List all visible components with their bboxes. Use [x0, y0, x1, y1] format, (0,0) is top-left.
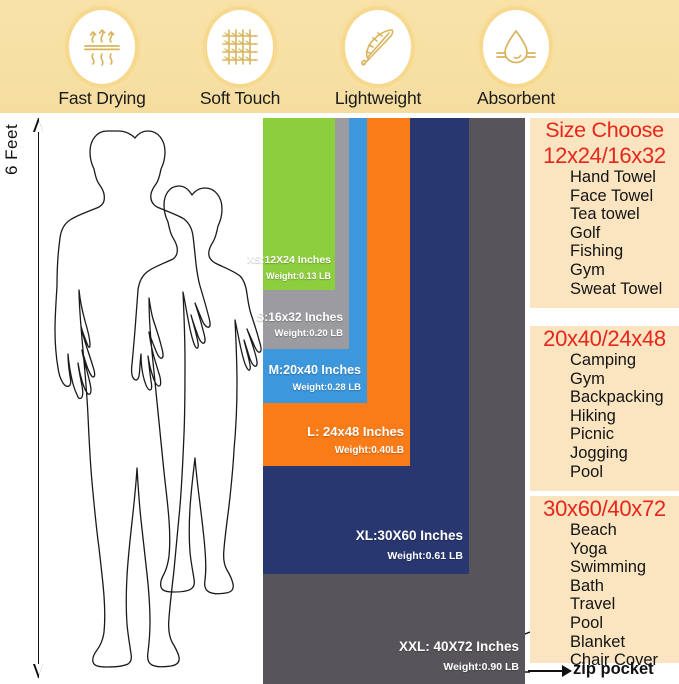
list-item: Jogging — [570, 443, 628, 462]
soft-touch-weave-icon — [203, 6, 277, 88]
panel-title: Size Choose — [545, 118, 664, 142]
list-item: Pool — [570, 462, 604, 481]
feature-header-band: Fast Drying Soft — [0, 0, 679, 113]
list-item: Backpacking — [570, 388, 664, 407]
size-rect-weight: Weight:0.61 LB — [387, 550, 463, 562]
feature-fast-drying: Fast Drying — [32, 2, 172, 113]
arrow-right-head — [562, 665, 572, 677]
fast-drying-icon — [65, 6, 139, 88]
panel-list: Camping Gym Backpacking Hiking Picnic Jo… — [530, 351, 679, 481]
list-item: Golf — [570, 223, 601, 242]
scale-label: 6 Feet — [2, 123, 21, 175]
arrow-right-icon — [528, 670, 568, 672]
panel-30x60-40x72: 30x60/40x72 Beach Yoga Swimming Bath Tra… — [530, 496, 679, 669]
panel-subtitle: 30x60/40x72 — [543, 496, 666, 521]
human-figures-group — [52, 118, 267, 680]
list-item: Chair Cover — [570, 651, 659, 670]
list-item: Yoga — [570, 539, 608, 558]
size-rect-label: XL:30X60 Inches — [355, 528, 463, 543]
feature-label: Fast Drying — [58, 88, 146, 108]
list-item: Gym — [570, 260, 605, 279]
water-droplet-icon — [479, 6, 553, 88]
feature-lightweight: Lightweight — [308, 2, 448, 113]
list-item: Hand Towel — [570, 168, 656, 186]
size-rect-weight: Weight:0.40LB — [334, 445, 404, 456]
panel-subtitle: 20x40/24x48 — [543, 326, 666, 351]
feature-absorbent: Absorbent — [446, 2, 586, 113]
size-rect-weight: Weight:0.13 LB — [266, 271, 331, 281]
panel-size-choose: Size Choose 12x24/16x32 Hand Towel Face … — [530, 118, 679, 308]
panel-list: Hand Towel Face Towel Tea towel Golf Fis… — [530, 168, 679, 298]
size-comparison-chart: XXL: 40X72 Inches Weight:0.90 LB XL:30X6… — [247, 118, 525, 684]
adult-male-outline — [54, 130, 211, 668]
list-item: Camping — [570, 351, 637, 369]
zip-pocket-label: zip pocket — [573, 660, 654, 678]
size-rect-weight: Weight:0.28 LB — [292, 382, 361, 393]
feature-label: Lightweight — [334, 88, 422, 108]
feather-icon — [341, 6, 415, 88]
list-item: Fishing — [570, 242, 624, 261]
feature-soft-touch: Soft Touch — [170, 2, 310, 113]
scale-axis-line — [38, 118, 40, 678]
feature-label: Soft Touch — [199, 88, 281, 108]
panel-20x40-24x48: 20x40/24x48 Camping Gym Backpacking Hiki… — [530, 326, 679, 491]
list-item: Picnic — [570, 425, 615, 444]
list-item: Gym — [570, 369, 605, 388]
size-rect-label: M:20x40 Inches — [268, 363, 361, 377]
feature-label: Absorbent — [477, 88, 555, 108]
list-item: Sweat Towel — [570, 279, 663, 298]
size-rect-xs[interactable]: XS:12X24 Inches Weight:0.13 LB — [247, 118, 335, 290]
list-item: Travel — [570, 595, 616, 614]
arrow-up-inner — [34, 121, 43, 132]
size-rect-weight: Weight:0.90 LB — [443, 661, 519, 673]
list-item: Swimming — [570, 558, 647, 577]
zip-pocket-callout: zip pocket — [528, 660, 679, 684]
list-item: Beach — [570, 521, 617, 539]
height-scale-arrow — [30, 118, 48, 678]
panel-subtitle: 12x24/16x32 — [543, 143, 666, 168]
arrow-down-inner — [34, 664, 43, 675]
panel-list: Beach Yoga Swimming Bath Travel Pool Bla… — [530, 521, 679, 670]
size-rect-label: S:16x32 Inches — [256, 310, 343, 324]
size-rect-label: XXL: 40X72 Inches — [398, 639, 519, 654]
size-rect-label: XS:12X24 Inches — [246, 254, 331, 266]
list-item: Hiking — [570, 406, 616, 425]
list-item: Tea towel — [570, 205, 640, 224]
size-rect-weight: Weight:0.20 LB — [274, 328, 343, 339]
list-item: Face Towel — [570, 186, 654, 205]
list-item: Pool — [570, 613, 604, 632]
list-item: Bath — [570, 576, 604, 595]
list-item: Blanket — [570, 632, 626, 651]
adult-female-outline — [130, 185, 262, 595]
size-rect-label: L: 24x48 Inches — [307, 424, 404, 439]
